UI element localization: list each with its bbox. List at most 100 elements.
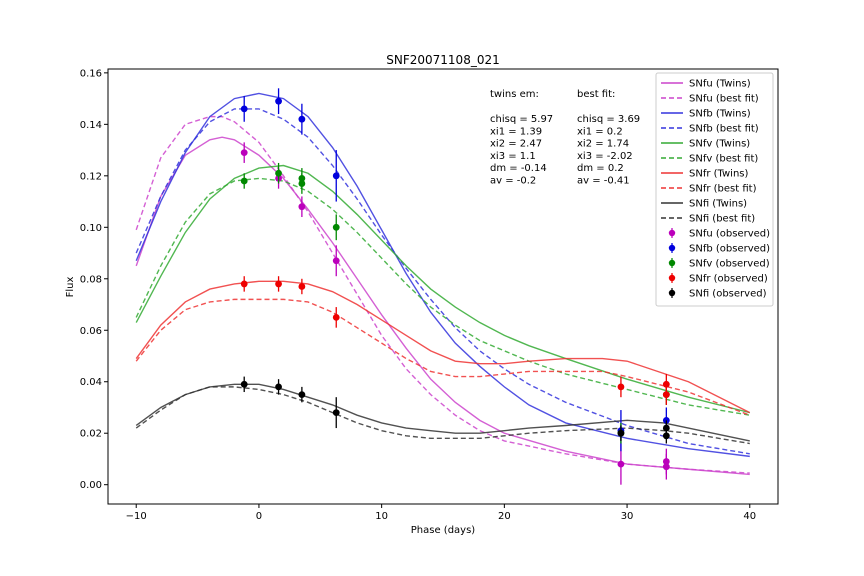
series-line-snfr-twins — [135, 280, 751, 414]
legend-swatch-marker — [668, 244, 676, 252]
data-point — [240, 280, 248, 288]
data-point — [298, 115, 306, 123]
legend: SNfu (Twins) SNfu (best fit) SNfb (Twins) S… — [655, 72, 774, 307]
series-line-snfv-twins — [135, 164, 750, 414]
legend-entry-snfb-observed: SNfb (observed) — [668, 243, 770, 255]
legend-entry-snfi-twins: SNfi (Twins) — [661, 199, 747, 210]
data-point — [332, 409, 340, 417]
axes: −10 0 10 20 30 40 0.00 0.02 0.04 0.06 0.08 0.10 0.12… — [80, 68, 779, 522]
y-tick-label: 0.08 — [80, 274, 102, 285]
legend-entry-snfv-observed: SNfv (observed) — [668, 258, 770, 270]
observed-points-snfu-observed — [240, 142, 670, 485]
twins-em-line: av = -0.2 — [490, 176, 536, 187]
best-fit-line: chisq = 3.69 — [577, 114, 640, 125]
series-line-snfr-best-fit — [135, 298, 751, 416]
legend-entry-snfu-observed: SNfu (observed) — [668, 228, 770, 240]
data-point — [275, 383, 282, 391]
data-point — [275, 97, 282, 105]
legend-label: SNfr (best fit) — [689, 184, 757, 195]
legend-label: SNfi (observed) — [689, 289, 767, 300]
y-tick-label: 0.14 — [80, 120, 102, 131]
series-line-snfu-twins — [135, 136, 750, 476]
y-tick-label: 0.06 — [80, 326, 102, 337]
legend-swatch-marker — [668, 259, 676, 267]
legend-label: SNfb (best fit) — [689, 124, 759, 135]
legend-entry-snfr-best-fit: SNfr (best fit) — [661, 184, 757, 195]
legend-label: SNfi (Twins) — [689, 199, 747, 210]
legend-box — [655, 72, 774, 307]
best-fit-line: xi2 = 1.74 — [577, 139, 629, 150]
data-point — [332, 223, 340, 231]
y-tick-label: 0.02 — [80, 429, 102, 440]
data-point — [617, 460, 625, 468]
best-fit-title: best fit: — [577, 89, 615, 100]
legend-entry-snfb-best-fit: SNfb (best fit) — [661, 124, 759, 135]
legend-entry-snfv-best-fit: SNfv (best fit) — [661, 154, 758, 165]
legend-entry-snfr-observed: SNfr (observed) — [668, 273, 768, 285]
x-tick-label: 20 — [498, 511, 511, 522]
legend-entry-snfu-best-fit: SNfu (best fit) — [661, 94, 759, 105]
plot-frame — [107, 68, 779, 505]
twins-em-line: xi1 = 1.39 — [490, 126, 542, 137]
series-line-snfi-best-fit — [135, 386, 750, 445]
data-point — [662, 463, 670, 471]
data-point — [332, 257, 340, 265]
y-tick-label: 0.16 — [80, 68, 102, 79]
data-point — [240, 380, 248, 388]
legend-entry-snfv-twins: SNfv (Twins) — [661, 139, 750, 150]
legend-label: SNfu (Twins) — [689, 79, 751, 90]
data-point — [240, 105, 248, 113]
data-point — [240, 149, 248, 157]
data-point — [275, 280, 282, 288]
legend-label: SNfr (observed) — [689, 274, 768, 285]
legend-label: SNfi (best fit) — [689, 214, 755, 225]
best-fit-line: av = -0.41 — [577, 176, 630, 187]
legend-label: SNfb (Twins) — [689, 109, 751, 120]
observed-points-snfi-observed — [240, 376, 670, 444]
twins-em-line: xi3 = 1.1 — [490, 151, 536, 162]
legend-entry-snfi-best-fit: SNfi (best fit) — [661, 214, 755, 225]
best-fit-line: xi1 = 0.2 — [577, 126, 623, 137]
data-point — [240, 177, 248, 185]
twins-em-line: dm = -0.14 — [490, 163, 547, 174]
legend-label: SNfv (best fit) — [689, 154, 758, 165]
data-point — [662, 391, 670, 399]
data-point — [298, 180, 306, 187]
legend-swatch-marker — [668, 289, 676, 297]
twins-em-title: twins em: — [490, 89, 539, 100]
legend-label: SNfv (Twins) — [689, 139, 750, 150]
legend-entry-snfi-observed: SNfi (observed) — [668, 288, 767, 300]
legend-entry-snfb-twins: SNfb (Twins) — [661, 109, 751, 120]
legend-swatch-marker — [668, 274, 676, 282]
x-tick-label: 40 — [743, 511, 756, 522]
series-line-snfu-best-fit — [135, 115, 750, 474]
data-point — [332, 313, 340, 321]
series-line-snfb-best-fit — [135, 108, 750, 455]
legend-entry-snfu-twins: SNfu (Twins) — [661, 79, 751, 90]
x-axis-label: Phase (days) — [411, 525, 476, 536]
data-point — [332, 172, 340, 180]
x-tick-label: −10 — [126, 511, 147, 522]
x-tick-label: 10 — [375, 511, 388, 522]
data-point — [617, 383, 625, 391]
legend-label: SNfu (observed) — [689, 229, 770, 240]
y-tick-label: 0.04 — [80, 377, 102, 388]
legend-entry-snfr-twins: SNfr (Twins) — [661, 169, 748, 180]
legend-label: SNfu (best fit) — [689, 94, 759, 105]
plot-area — [135, 88, 751, 485]
observed-points-snfr-observed — [240, 276, 670, 405]
data-point — [275, 169, 282, 177]
data-point — [298, 283, 306, 290]
series-line-snfb-twins — [135, 92, 750, 458]
legend-label: SNfr (Twins) — [689, 169, 748, 180]
x-tick-label: 30 — [621, 511, 634, 522]
legend-swatch-marker — [668, 229, 676, 237]
best-fit-line: dm = 0.2 — [577, 163, 624, 174]
legend-label: SNfb (observed) — [689, 244, 770, 255]
legend-label: SNfv (observed) — [689, 259, 770, 270]
data-point — [298, 391, 306, 399]
y-axis-label: Flux — [65, 277, 76, 298]
twins-em-line: chisq = 5.97 — [490, 114, 553, 125]
